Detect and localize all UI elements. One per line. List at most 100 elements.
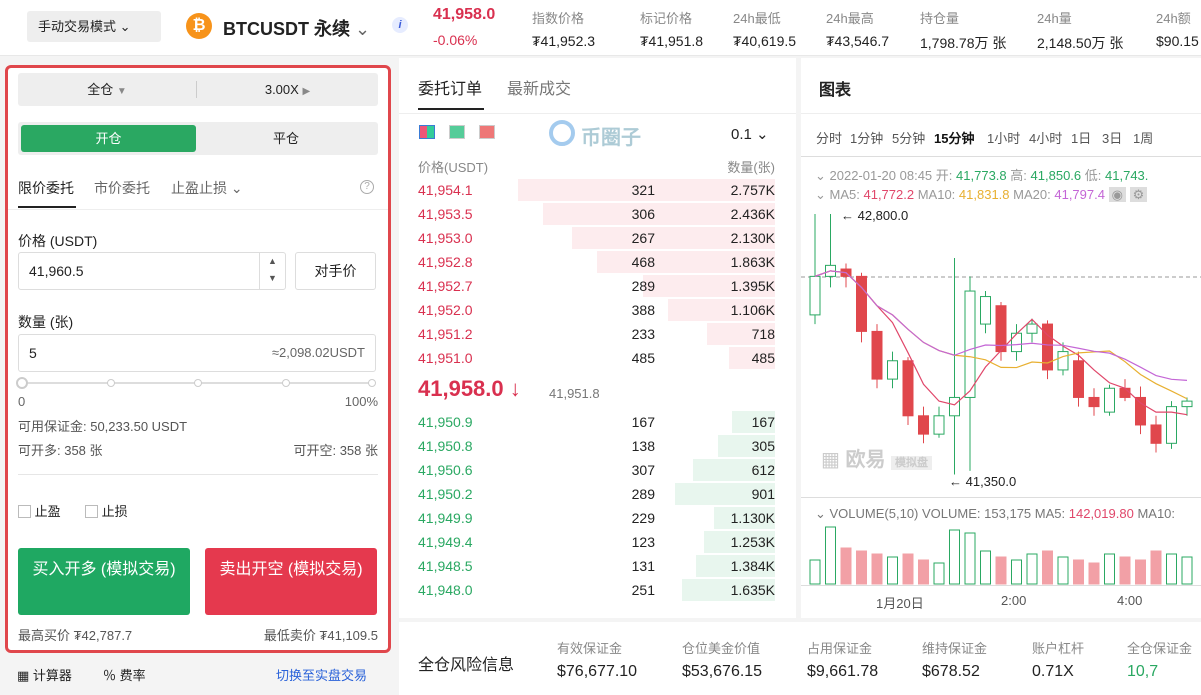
view-both-icon[interactable] (419, 125, 435, 139)
percent-icon: ％ (103, 668, 117, 683)
fee-label: 费率 (119, 668, 146, 683)
slider-tick[interactable] (194, 379, 202, 387)
symbol-label: BTCUSDT 永续 (223, 19, 350, 39)
trading-mode-select[interactable]: 手动交易模式 ⌄ (27, 11, 161, 42)
leverage-select[interactable]: 3.00X ▶ (197, 73, 378, 106)
active-tab-indicator (418, 108, 484, 110)
orderbook-ask-row[interactable]: 41,953.5 306 2.436K (418, 202, 775, 226)
qty-label: 数量 (张) (18, 314, 74, 330)
candle-body (887, 360, 898, 380)
candle-body (1181, 400, 1193, 408)
symbol-select[interactable]: BTCUSDT 永续 ⌄ (223, 15, 370, 41)
label: 开: (935, 168, 953, 183)
risk-item: 有效保证金 $76,677.10 (557, 638, 637, 681)
orderbook-ask-row[interactable]: 41,951.2 233 718 (418, 322, 775, 346)
slider-handle[interactable] (16, 377, 28, 389)
candle-body (964, 290, 976, 398)
gear-icon[interactable]: ⚙ (1129, 187, 1148, 202)
caret-right-icon: ▶ (302, 86, 311, 97)
switch-live-link[interactable]: 切换至实盘交易 (276, 668, 368, 683)
margin-mode-select[interactable]: 全仓 ▼ (18, 73, 196, 106)
volume-bar (1135, 559, 1146, 585)
stat-value: ₮40,619.5 (733, 33, 797, 49)
orderbook-bid-row[interactable]: 41,949.9 229 1.130K (418, 506, 775, 530)
timeframe-0[interactable]: 分时 (816, 131, 843, 146)
info-icon[interactable]: i (392, 17, 408, 33)
depth-bar (717, 435, 775, 457)
slider-tick[interactable] (282, 379, 290, 387)
fee-button[interactable]: ％ 费率 (103, 665, 146, 684)
orderbook-bid-row[interactable]: 41,949.4 123 1.253K (418, 530, 775, 554)
orderbook-ask-row[interactable]: 41,952.0 388 1.106K (418, 298, 775, 322)
take-profit-checkbox[interactable]: 止盈 (18, 501, 61, 520)
price: 41,950.8 (418, 438, 473, 454)
increment-icon[interactable]: ▲ (268, 256, 277, 266)
kline-area[interactable]: ⌄ 2022-01-20 08:45 开: 41,773.8 高: 41,850… (801, 156, 1201, 618)
orderbook-bid-row[interactable]: 41,950.6 307 612 (418, 458, 775, 482)
depth-bar (714, 507, 775, 529)
timeframe-2[interactable]: 5分钟 (892, 131, 926, 146)
orderbook-ask-row[interactable]: 41,952.7 289 1.395K (418, 274, 775, 298)
orderbook-bid-row[interactable]: 41,950.8 138 305 (418, 434, 775, 458)
precision-select[interactable]: 0.1 ⌄ (731, 126, 769, 143)
volume-bar (995, 556, 1007, 585)
orderbook-bid-row[interactable]: 41,948.5 131 1.384K (418, 554, 775, 578)
quantity-input[interactable]: 5 ≈2,098.02USDT (18, 334, 376, 372)
orderbook-bid-row[interactable]: 41,950.2 289 901 (418, 482, 775, 506)
close-tab[interactable]: 平仓 (272, 131, 299, 146)
orderbook-ask-row[interactable]: 41,954.1 321 2.757K (418, 178, 775, 202)
timeframe-4[interactable]: 1小时 (987, 131, 1021, 146)
slider-tick[interactable] (368, 379, 376, 387)
stat-value: ₮41,952.3 (532, 33, 596, 49)
sell-short-button[interactable]: 卖出开空 (模拟交易) (205, 548, 377, 615)
price: 41,951.0 (418, 350, 473, 366)
calculator-button[interactable]: ▦ 计算器 (17, 665, 72, 684)
candle-body (1119, 387, 1131, 398)
orderbook-ask-row[interactable]: 41,952.8 468 1.863K (418, 250, 775, 274)
tab-trades[interactable]: 最新成交 (507, 81, 572, 98)
help-icon[interactable]: ? (360, 180, 374, 194)
margin-mode-label: 全仓 (87, 82, 114, 97)
orderbook-bid-row[interactable]: 41,950.9 167 167 (418, 410, 775, 434)
can-long: 可开多: 358 张 (18, 443, 103, 458)
orderbook-ask-row[interactable]: 41,951.0 485 485 (418, 346, 775, 370)
price-input[interactable]: 41,960.5 ▲ ▼ (18, 252, 286, 290)
candle-body (871, 330, 883, 380)
price-stepper[interactable]: ▲ ▼ (259, 253, 285, 289)
timeframe-7[interactable]: 3日 (1102, 131, 1123, 146)
buy-long-button[interactable]: 买入开多 (模拟交易) (18, 548, 190, 615)
tab-limit[interactable]: 限价委托 (18, 180, 74, 196)
volume-bar (980, 550, 991, 585)
slider-tick[interactable] (107, 379, 115, 387)
timeframe-6[interactable]: 1日 (1071, 131, 1092, 146)
price: 41,950.2 (418, 486, 473, 502)
stat-5: 24h量 2,148.50万 张 (1037, 8, 1123, 53)
sl-label: 止损 (101, 504, 128, 519)
risk-item: 维持保证金 $678.52 (922, 638, 987, 681)
timeframe-5[interactable]: 4小时 (1029, 131, 1063, 146)
view-bids-icon[interactable] (449, 125, 465, 139)
stop-loss-checkbox[interactable]: 止损 (85, 501, 128, 520)
depth-bar (696, 555, 775, 577)
stat-1: 标记价格 ₮41,951.8 (640, 8, 703, 49)
orderbook-ask-row[interactable]: 41,953.0 267 2.130K (418, 226, 775, 250)
timeframe-3[interactable]: 15分钟 (934, 131, 975, 146)
price-value: 41,960.5 (29, 263, 84, 279)
total: 485 (751, 350, 775, 366)
total: 1.863K (730, 254, 775, 270)
orderbook-bid-row[interactable]: 41,948.0 251 1.635K (418, 578, 775, 602)
divider (8, 209, 388, 210)
top-bar: 手动交易模式 ⌄ ₿ BTCUSDT 永续 ⌄ i 41,958.0 -0.06… (0, 0, 1201, 56)
open-tab[interactable]: 开仓 (21, 125, 196, 152)
counter-price-button[interactable]: 对手价 (295, 252, 376, 290)
tab-market[interactable]: 市价委托 (94, 180, 150, 196)
eye-icon[interactable]: ◉ (1108, 187, 1126, 202)
timeframe-1[interactable]: 1分钟 (850, 131, 884, 146)
tab-tp-sl[interactable]: 止盈止损 ⌄ (171, 180, 243, 196)
timeframe-8[interactable]: 1周 (1133, 131, 1154, 146)
quantity-slider[interactable] (16, 377, 376, 389)
tab-orders[interactable]: 委托订单 (418, 81, 483, 98)
view-asks-icon[interactable] (479, 125, 495, 139)
decrement-icon[interactable]: ▼ (268, 273, 277, 283)
volume-readout: ⌄ VOLUME(5,10) VOLUME: 153,175 MA5: 142,… (815, 506, 1176, 521)
